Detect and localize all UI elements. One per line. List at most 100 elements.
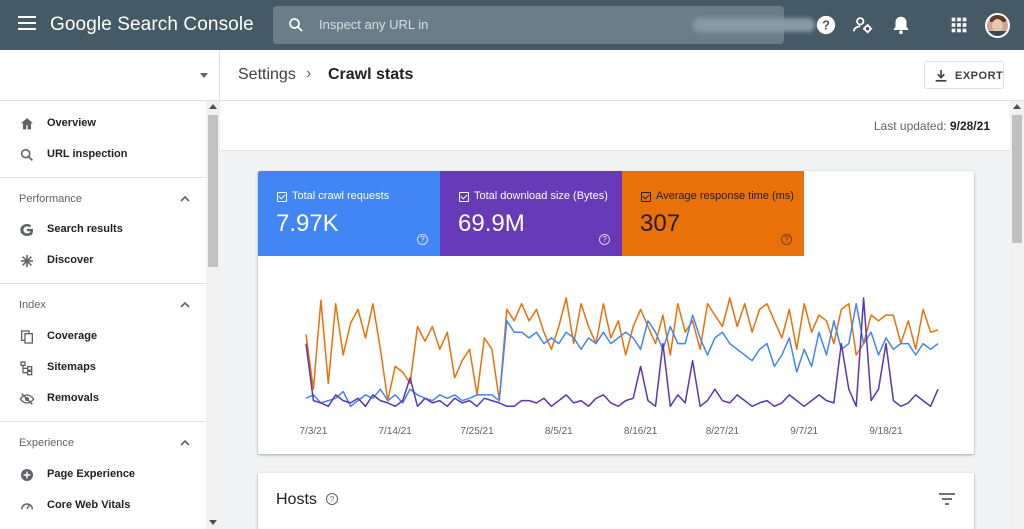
sidebar-scrollbar[interactable] [206, 101, 220, 529]
series-line-total-download-size-bytes[interactable] [305, 297, 939, 408]
x-tick-label: 8/16/21 [624, 426, 658, 437]
checkbox-checked-icon[interactable] [277, 192, 287, 202]
sidebar-item-sitemaps[interactable]: Sitemaps [0, 353, 206, 383]
download-icon [935, 70, 947, 82]
divider [0, 283, 206, 284]
url-inspect-search[interactable]: Inspect any URL in [273, 6, 815, 44]
crawl-stats-line-chart[interactable]: 7/3/21 7/14/21 7/25/21 8/5/21 8/16/21 8/27/21… [258, 256, 974, 454]
scrollbar-thumb[interactable] [1012, 115, 1022, 243]
svg-text:?: ? [822, 18, 830, 33]
metric-value: 69.9M [458, 210, 525, 237]
app-logo[interactable]: Google Search Console [50, 14, 254, 35]
search-icon [20, 148, 33, 161]
divider [0, 177, 206, 178]
notifications-icon[interactable] [890, 14, 912, 36]
metric-value: 7.97K [276, 210, 339, 237]
metric-label: Total download size (Bytes) [474, 190, 608, 202]
sidebar-item-url-inspection[interactable]: URL inspection [0, 140, 206, 170]
sidebar-item-search-results[interactable]: Search results [0, 215, 206, 245]
x-tick-label: 9/18/21 [869, 426, 903, 437]
section-title: Index [19, 299, 46, 311]
speedometer-icon [20, 503, 34, 510]
x-tick-label: 7/14/21 [379, 426, 413, 437]
help-icon[interactable]: ? [781, 234, 792, 245]
series-line-average-response-time-ms[interactable] [305, 297, 939, 402]
sidebar-item-label: Discover [47, 254, 94, 266]
help-icon[interactable]: ? [326, 493, 338, 505]
section-title: Performance [19, 193, 82, 205]
filter-icon[interactable] [939, 493, 955, 505]
copy-icon [21, 330, 33, 344]
sidebar-item-removals[interactable]: Removals [0, 384, 206, 414]
page-header: Settings › Crawl stats EXPORT [220, 50, 1024, 101]
search-icon [289, 18, 303, 32]
home-icon [21, 118, 33, 130]
sidebar-item-label: URL inspection [47, 148, 128, 160]
metric-average-response-time[interactable]: Average response time (ms) 307 ? [622, 171, 804, 256]
asterisk-icon [21, 255, 33, 267]
help-icon[interactable]: ? [599, 234, 610, 245]
sidebar-item-label: Coverage [47, 330, 98, 342]
help-icon[interactable]: ? [417, 234, 428, 245]
manage-users-icon[interactable] [852, 14, 874, 36]
sidebar-item-core-web-vitals[interactable]: Core Web Vitals [0, 491, 206, 521]
chevron-up-icon [180, 301, 190, 308]
metric-total-crawl-requests[interactable]: Total crawl requests 7.97K ? [258, 171, 440, 256]
last-updated-bar: Last updated: 9/28/21 [220, 101, 1010, 151]
sidebar-item-label: Page Experience [47, 468, 136, 480]
export-button[interactable]: EXPORT [924, 61, 1004, 89]
scroll-up-arrow-icon[interactable] [1013, 104, 1021, 109]
page-title: Crawl stats [328, 66, 414, 83]
main-content: Last updated: 9/28/21 Total crawl reques… [220, 101, 1010, 529]
metric-total-download-size[interactable]: Total download size (Bytes) 69.9M ? [440, 171, 622, 256]
export-label: EXPORT [955, 70, 1004, 82]
apps-grid-icon[interactable] [948, 14, 970, 36]
sidebar-item-label: Overview [47, 117, 96, 129]
account-avatar[interactable] [985, 13, 1010, 38]
sidebar-nav: Overview URL inspection Performance Sear… [0, 101, 220, 529]
scroll-down-arrow-icon[interactable] [209, 520, 217, 525]
property-selector[interactable] [0, 50, 220, 101]
scroll-up-arrow-icon[interactable] [209, 104, 217, 109]
series-line-total-crawl-requests[interactable] [305, 302, 939, 408]
breadcrumb-separator: › [306, 65, 312, 82]
hosts-title: Hosts [276, 491, 317, 508]
x-tick-label: 8/5/21 [545, 426, 573, 437]
eye-off-icon [19, 393, 35, 405]
last-updated-label: Last updated: [873, 119, 947, 133]
main-scrollbar[interactable] [1010, 101, 1024, 529]
metric-label: Total crawl requests [292, 190, 390, 202]
x-tick-label: 7/3/21 [299, 426, 327, 437]
google-g-icon [20, 224, 33, 236]
x-tick-label: 9/7/21 [790, 426, 818, 437]
checkbox-checked-icon[interactable] [459, 192, 469, 202]
sidebar-item-discover[interactable]: Discover [0, 246, 206, 276]
sidebar-item-label: Search results [47, 223, 123, 235]
metric-label: Average response time (ms) [656, 190, 794, 202]
section-performance[interactable]: Performance [0, 184, 206, 214]
sidebar-item-page-experience[interactable]: Page Experience [0, 460, 206, 490]
sitemap-icon [20, 361, 33, 376]
metric-value: 307 [640, 210, 681, 237]
top-app-bar: Google Search Console Inspect any URL in… [0, 0, 1024, 50]
section-title: Experience [19, 437, 75, 449]
crawl-stats-chart-card: Total crawl requests 7.97K ? Total downl… [258, 171, 974, 454]
sidebar-item-coverage[interactable]: Coverage [0, 322, 206, 352]
section-experience[interactable]: Experience [0, 428, 206, 458]
last-updated-date: 9/28/21 [949, 119, 990, 133]
scrollbar-thumb[interactable] [208, 115, 218, 267]
hosts-card: Hosts ? [258, 473, 974, 529]
checkbox-checked-icon[interactable] [641, 192, 651, 202]
redacted-property-url [693, 18, 815, 32]
menu-icon[interactable] [18, 16, 36, 30]
sidebar-item-label: Removals [47, 392, 99, 404]
breadcrumb-settings[interactable]: Settings [238, 66, 296, 83]
chevron-up-icon [180, 195, 190, 202]
x-tick-label: 7/25/21 [460, 426, 494, 437]
last-updated: Last updated: 9/28/21 [874, 119, 990, 133]
sidebar-item-label: Sitemaps [47, 361, 96, 373]
help-icon[interactable]: ? [815, 14, 837, 36]
sidebar-item-overview[interactable]: Overview [0, 109, 206, 139]
search-input[interactable]: Inspect any URL in [319, 17, 429, 32]
section-index[interactable]: Index [0, 290, 206, 320]
